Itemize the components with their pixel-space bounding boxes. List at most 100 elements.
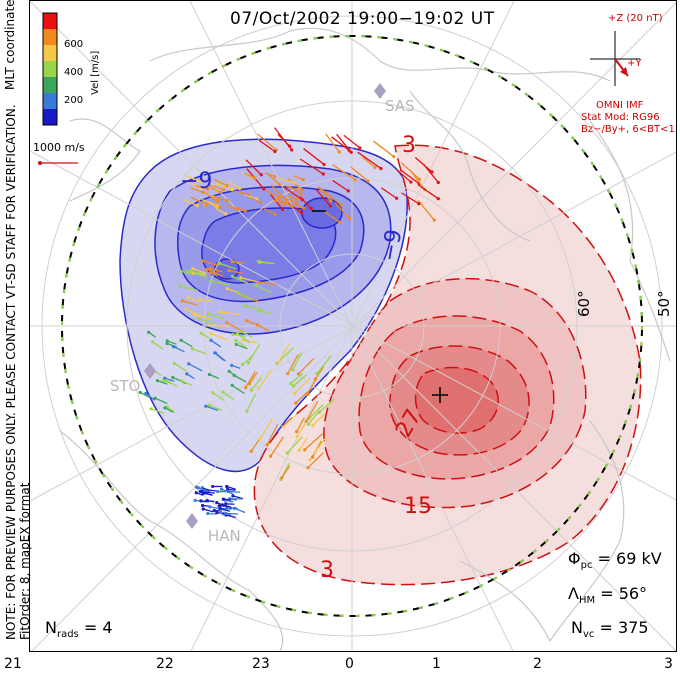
- velocity-vector: [271, 198, 286, 205]
- velocity-vector-origin: [225, 184, 229, 188]
- velocity-vector-origin: [231, 494, 235, 498]
- velocity-vector-origin: [304, 419, 309, 423]
- velocity-vector-origin: [206, 187, 210, 191]
- velocity-vector: [210, 272, 224, 277]
- velocity-vector-origin: [193, 498, 197, 502]
- station-sto-label: STO: [110, 377, 141, 395]
- velocity-vector-origin: [308, 458, 312, 462]
- velocity-vector-origin: [224, 511, 228, 516]
- velocity-vector: [208, 313, 226, 320]
- velocity-vector-origin: [211, 391, 215, 395]
- velocity-vector: [188, 363, 203, 372]
- velocity-vector-origin: [246, 192, 251, 196]
- velocity-vector-origin: [295, 197, 299, 201]
- velocity-vector-origin: [395, 196, 399, 200]
- velocity-vector: [199, 298, 212, 302]
- mlt-tick-0: 0: [345, 656, 354, 672]
- velocity-vector-origin: [172, 361, 176, 365]
- velocity-vector-origin: [189, 268, 193, 273]
- velocity-vector: [250, 197, 261, 204]
- velocity-vector-origin: [234, 338, 238, 342]
- velocity-vector-origin: [328, 204, 333, 208]
- velocity-vector: [257, 133, 277, 151]
- velocity-vector-origin: [207, 372, 212, 377]
- coordinates-note: MLT coordinates: [3, 0, 17, 90]
- velocity-vector-origin: [195, 204, 199, 208]
- velocity-vector: [423, 164, 439, 183]
- velocity-vector-origin: [186, 295, 190, 299]
- velocity-vector-origin: [224, 212, 228, 216]
- velocity-vector: [283, 186, 303, 201]
- velocity-vector: [210, 280, 230, 286]
- velocity-vector-origin: [213, 351, 217, 355]
- velocity-vector-origin: [218, 506, 222, 511]
- velocity-vector: [401, 192, 420, 205]
- velocity-vector-origin: [353, 178, 357, 182]
- velocity-vector-origin: [225, 199, 229, 203]
- velocity-vector-origin: [281, 425, 285, 429]
- velocity-vector: [226, 485, 237, 491]
- color-tick-200: 200: [64, 95, 84, 106]
- velocity-vector-origin: [153, 396, 157, 400]
- velocity-vector: [157, 380, 168, 385]
- velocity-vector: [164, 377, 175, 382]
- velocity-vector-origin: [199, 499, 203, 503]
- velocity-vector-origin: [196, 486, 200, 490]
- velocity-vector-origin: [253, 176, 257, 180]
- velocity-vector-origin: [278, 182, 282, 186]
- velocity-vector: [198, 487, 211, 493]
- stat-phi-pc: Φpc = 69 kV: [568, 549, 662, 572]
- velocity-vector: [226, 322, 244, 333]
- velocity-vector: [410, 169, 426, 190]
- velocity-vector-origin: [300, 198, 304, 202]
- velocity-vector-origin: [180, 299, 184, 303]
- velocity-vector: [210, 323, 229, 328]
- velocity-vector-origin: [245, 319, 249, 323]
- velocity-vector: [417, 184, 439, 200]
- velocity-vector-origin: [254, 283, 258, 287]
- station-sas-marker: [374, 83, 386, 99]
- velocity-vector-origin: [306, 466, 310, 470]
- velocity-vector: [173, 346, 185, 353]
- convection-map: [30, 1, 676, 651]
- velocity-vector: [214, 178, 228, 187]
- velocity-vector-origin: [417, 202, 421, 206]
- stat-nrads: Nrads = 4: [45, 618, 113, 641]
- velocity-vector-origin: [208, 505, 212, 509]
- contour-label-neg-top: −9: [180, 169, 213, 194]
- velocity-vector-origin: [230, 260, 234, 264]
- velocity-vector-origin: [138, 390, 142, 394]
- velocity-vector-origin: [277, 195, 281, 199]
- velocity-vector-origin: [373, 165, 377, 170]
- velocity-vector-origin: [295, 430, 299, 434]
- velocity-vector: [228, 490, 241, 493]
- velocity-vector-origin: [315, 371, 319, 376]
- velocity-vector-origin: [339, 203, 343, 207]
- velocity-vector-origin: [436, 197, 440, 201]
- station-han-marker: [186, 513, 198, 529]
- velocity-vector-origin: [208, 271, 212, 275]
- mlt-tick-23: 23: [252, 656, 270, 672]
- velocity-vector-origin: [249, 388, 254, 392]
- velocity-vector-origin: [276, 360, 281, 364]
- velocity-vector: [247, 343, 261, 364]
- velocity-vector-origin: [192, 313, 196, 317]
- velocity-vector-origin: [257, 280, 261, 284]
- velocity-vector-origin: [243, 209, 247, 213]
- color-bar-segment: [43, 77, 57, 94]
- velocity-vector: [188, 296, 200, 303]
- velocity-vector: [214, 352, 225, 361]
- velocity-vector-origin: [290, 148, 294, 152]
- color-bar-segment: [43, 109, 57, 126]
- velocity-vector: [305, 400, 319, 422]
- velocity-vector: [276, 197, 293, 207]
- velocity-vector-origin: [321, 172, 325, 176]
- velocity-vector: [219, 507, 231, 512]
- color-bar-segment: [43, 93, 57, 110]
- velocity-vector-origin: [256, 386, 260, 390]
- mlt-tick-1: 1: [432, 656, 441, 672]
- velocity-vector-origin: [294, 188, 299, 192]
- velocity-vector-origin: [204, 404, 208, 408]
- velocity-vector: [278, 342, 291, 363]
- velocity-vector-origin: [265, 442, 269, 447]
